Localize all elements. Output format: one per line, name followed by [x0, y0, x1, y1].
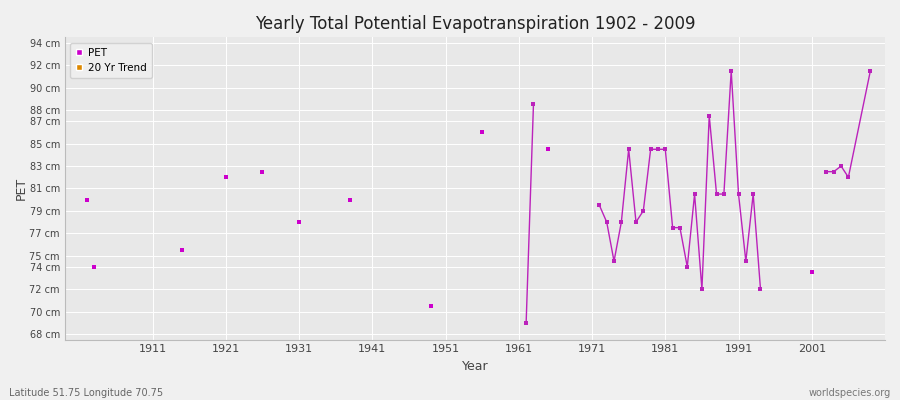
Point: [475, 129, 490, 136]
Point: [826, 168, 841, 175]
Point: [819, 168, 833, 175]
Point: [709, 191, 724, 197]
Point: [746, 191, 760, 197]
Point: [702, 112, 716, 119]
Point: [599, 219, 614, 225]
Text: worldspecies.org: worldspecies.org: [809, 388, 891, 398]
Point: [716, 191, 731, 197]
Point: [842, 174, 856, 180]
Point: [622, 146, 636, 152]
Point: [644, 146, 658, 152]
Point: [292, 219, 306, 225]
Point: [79, 196, 94, 203]
Point: [541, 146, 555, 152]
Point: [592, 202, 607, 208]
Point: [651, 146, 665, 152]
Text: Latitude 51.75 Longitude 70.75: Latitude 51.75 Longitude 70.75: [9, 388, 163, 398]
Point: [672, 224, 687, 231]
Point: [834, 163, 849, 169]
Point: [256, 168, 270, 175]
Point: [614, 219, 628, 225]
Point: [688, 191, 702, 197]
Point: [695, 286, 709, 292]
Point: [805, 269, 819, 276]
Y-axis label: PET: PET: [15, 177, 28, 200]
Point: [732, 191, 746, 197]
Legend: PET, 20 Yr Trend: PET, 20 Yr Trend: [70, 42, 151, 78]
Point: [636, 208, 651, 214]
Point: [739, 258, 753, 264]
Point: [424, 303, 438, 309]
Point: [724, 68, 738, 74]
Point: [680, 264, 695, 270]
Point: [519, 320, 534, 326]
Point: [753, 286, 768, 292]
X-axis label: Year: Year: [462, 360, 488, 373]
Point: [607, 258, 621, 264]
Point: [343, 196, 357, 203]
Point: [614, 219, 628, 225]
Point: [629, 219, 643, 225]
Point: [863, 68, 878, 74]
Point: [658, 146, 672, 152]
Point: [219, 174, 233, 180]
Point: [86, 264, 101, 270]
Point: [175, 247, 189, 253]
Point: [526, 101, 541, 108]
Point: [665, 224, 680, 231]
Title: Yearly Total Potential Evapotranspiration 1902 - 2009: Yearly Total Potential Evapotranspiratio…: [255, 15, 695, 33]
